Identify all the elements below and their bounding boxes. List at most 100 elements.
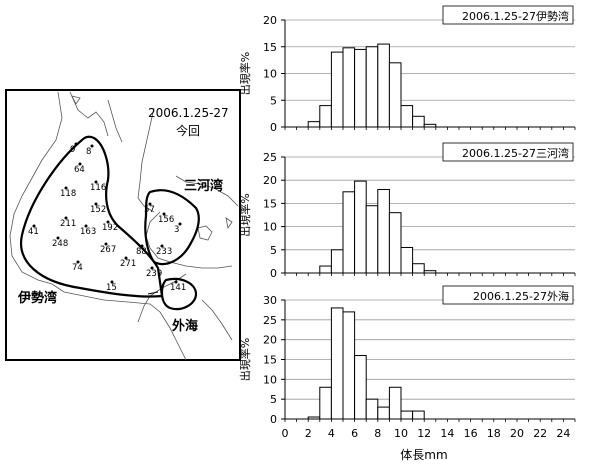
bar [319, 265, 332, 274]
station-dot [104, 242, 108, 246]
station-label: 192 [102, 223, 118, 233]
map-date-label: 2006.1.25-27 [148, 106, 229, 120]
bar [354, 48, 367, 128]
open-sea-leader [147, 291, 159, 295]
station-dot [106, 220, 110, 224]
station-label: 74 [72, 263, 83, 273]
y-tick-label: 20 [263, 174, 277, 187]
bar [330, 51, 344, 128]
y-tick-label: 30 [263, 294, 277, 307]
open-sea-boundary [160, 277, 198, 311]
bar [388, 386, 402, 420]
bar [319, 105, 332, 128]
station-dot [32, 224, 36, 228]
y-tick-label: 0 [270, 121, 277, 134]
station-label: 152 [90, 205, 106, 215]
station-dot [124, 256, 128, 260]
chart-title-box [442, 142, 574, 162]
y-axis-label: 出現率% [238, 193, 252, 236]
station-dot [78, 162, 82, 166]
bar [342, 311, 356, 420]
station-label: 163 [80, 227, 96, 237]
chart-title-box [442, 5, 574, 25]
station-dot [74, 142, 78, 146]
x-tick-label: 14 [440, 427, 454, 440]
bar [319, 386, 332, 420]
station-label: 156 [158, 215, 174, 225]
y-tick-label: 20 [263, 334, 277, 347]
bar [365, 46, 379, 128]
station-dot [178, 222, 182, 226]
station-label: 211 [60, 219, 76, 229]
y-tick-label: 25 [263, 314, 277, 327]
bar [400, 105, 414, 128]
station-dot [94, 180, 98, 184]
y-axis-label: 出現率% [238, 52, 252, 95]
x-tick-label: 2 [305, 427, 312, 440]
chart-title: 2006.1.25-27伊勢湾 [462, 9, 569, 23]
station-dot [90, 144, 94, 148]
x-tick-label: 4 [328, 427, 335, 440]
x-tick-label: 8 [374, 427, 381, 440]
bar [342, 191, 356, 274]
bar [365, 205, 379, 274]
y-tick-label: 10 [263, 373, 277, 386]
station-label: 267 [100, 245, 116, 255]
y-tick-label: 10 [263, 68, 277, 81]
station-dot [174, 280, 178, 284]
station-label: 57 [144, 205, 155, 215]
x-tick-label: 6 [351, 427, 358, 440]
station-dot [148, 202, 152, 206]
y-tick-label: 5 [270, 244, 277, 257]
chart-title-box [442, 285, 574, 305]
station-label: 15 [106, 283, 117, 293]
map-current-label: 今回 [176, 123, 200, 138]
bar [330, 307, 344, 420]
station-dot [84, 224, 88, 228]
x-tick-label: 24 [556, 427, 570, 440]
x-tick-label: 18 [487, 427, 501, 440]
station-label: 118 [60, 189, 76, 199]
station-label: 3 [174, 225, 179, 235]
x-tick-label: 10 [394, 427, 408, 440]
ise-bay-label: 伊勢湾 [17, 290, 57, 306]
x-tick-label: 0 [282, 427, 289, 440]
station-label: 233 [156, 247, 172, 257]
y-tick-label: 20 [263, 14, 277, 27]
y-tick-label: 15 [263, 354, 277, 367]
station-dot [76, 260, 80, 264]
chart-title: 2006.1.25-27外海 [473, 289, 569, 303]
x-axis-label: 体長mm [400, 448, 447, 462]
bar [342, 47, 356, 128]
chart-title: 2006.1.25-27三河湾 [462, 146, 569, 160]
bar [412, 115, 425, 128]
y-tick-label: 5 [270, 94, 277, 107]
mikawa-bay-label: 三河湾 [184, 178, 223, 194]
bar [377, 188, 390, 274]
y-tick-label: 10 [263, 221, 277, 234]
bar [400, 246, 414, 274]
station-label: 64 [74, 165, 85, 175]
station-dot [94, 202, 98, 206]
bar [365, 398, 379, 420]
open-sea-label: 外海 [171, 318, 198, 334]
x-tick-label: 22 [533, 427, 547, 440]
station-label: 271 [120, 259, 136, 269]
y-axis-label: 出現率% [238, 338, 252, 381]
station-label: 41 [28, 227, 39, 237]
y-tick-label: 5 [270, 393, 277, 406]
bar [330, 249, 344, 274]
station-label: 248 [52, 239, 68, 249]
bar [354, 355, 367, 420]
station-dot [150, 266, 154, 270]
bar [400, 410, 414, 420]
station-label: 239 [146, 269, 162, 279]
station-dot [160, 244, 164, 248]
bar [354, 180, 367, 274]
y-tick-label: 25 [263, 151, 277, 164]
